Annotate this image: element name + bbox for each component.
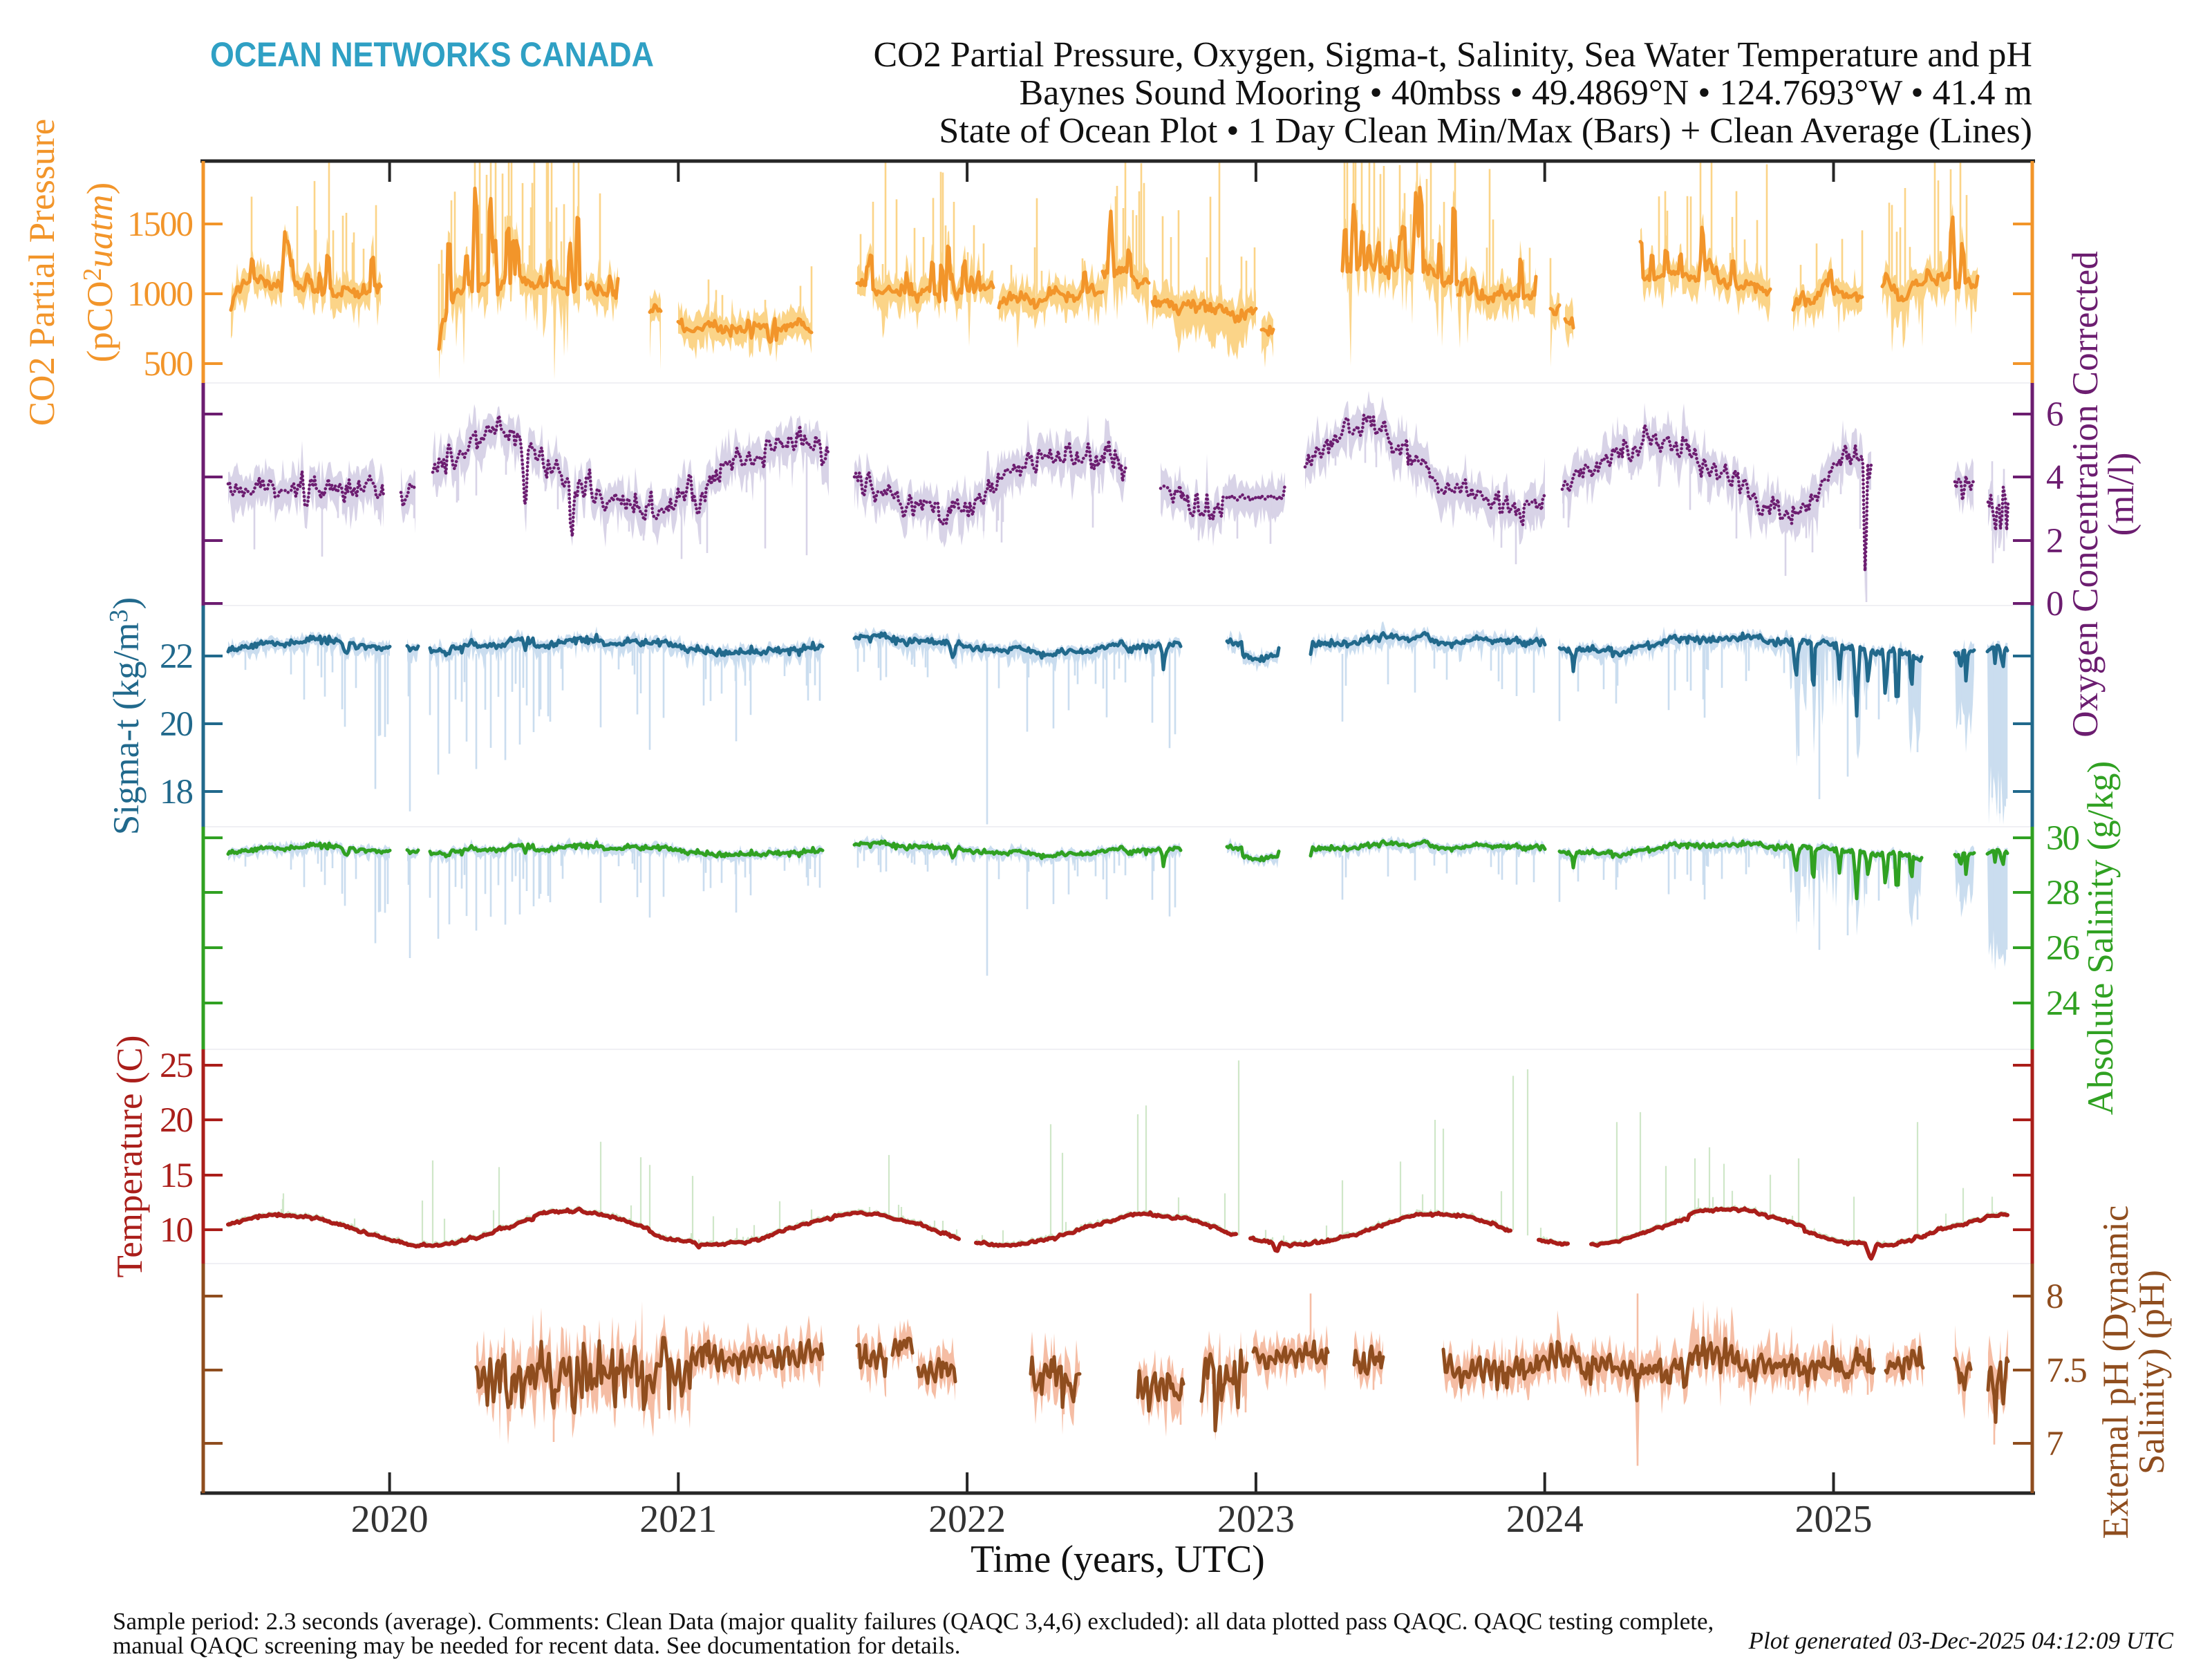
svg-text:7: 7: [2046, 1425, 2063, 1463]
svg-text:6: 6: [2046, 395, 2063, 434]
svg-text:2020: 2020: [351, 1498, 429, 1541]
svg-text:OCEAN NETWORKS CANADA: OCEAN NETWORKS CANADA: [210, 35, 654, 74]
svg-text:CO2 Partial Pressure, Oxygen,: CO2 Partial Pressure, Oxygen, Sigma-t, S…: [873, 35, 2032, 75]
svg-text:CO2 Partial Pressure: CO2 Partial Pressure: [22, 119, 62, 427]
svg-text:20: 20: [160, 1101, 193, 1140]
svg-text:(pCO2uatm): (pCO2uatm): [78, 182, 120, 362]
svg-text:State of Ocean Plot • 1 Day Cl: State of Ocean Plot • 1 Day Clean Min/Ma…: [939, 111, 2032, 151]
svg-text:manual QAQC screening may be n: manual QAQC screening may be needed for …: [113, 1632, 961, 1659]
svg-text:Baynes Sound Mooring • 40mbss: Baynes Sound Mooring • 40mbss • 49.4869°…: [1020, 73, 2032, 113]
svg-text:26: 26: [2046, 929, 2079, 968]
svg-text:2025: 2025: [1795, 1498, 1873, 1541]
svg-text:0: 0: [2046, 585, 2063, 624]
svg-text:28: 28: [2046, 874, 2079, 912]
svg-text:15: 15: [160, 1156, 193, 1195]
svg-text:2: 2: [2046, 522, 2063, 561]
svg-text:7.5: 7.5: [2046, 1351, 2086, 1390]
svg-text:2023: 2023: [1217, 1498, 1295, 1541]
svg-text:1000: 1000: [127, 275, 193, 314]
svg-text:4: 4: [2046, 458, 2063, 497]
svg-text:25: 25: [160, 1047, 193, 1085]
svg-text:20: 20: [160, 705, 193, 744]
svg-text:External pH (Dynamic: External pH (Dynamic: [2096, 1206, 2136, 1539]
svg-text:Sigma-t (kg/m3): Sigma-t (kg/m3): [104, 597, 147, 835]
svg-text:Plot generated 03-Dec-2025 04:: Plot generated 03-Dec-2025 04:12:09 UTC: [1748, 1627, 2174, 1654]
svg-text:1500: 1500: [127, 205, 193, 244]
svg-text:8: 8: [2046, 1277, 2063, 1316]
svg-text:2021: 2021: [639, 1498, 717, 1541]
svg-text:500: 500: [144, 345, 193, 384]
svg-text:(ml/l): (ml/l): [2101, 453, 2141, 536]
svg-text:Time (years, UTC): Time (years, UTC): [971, 1538, 1265, 1581]
svg-text:Temperature (C): Temperature (C): [110, 1035, 150, 1278]
svg-text:30: 30: [2046, 819, 2079, 858]
svg-text:2022: 2022: [928, 1498, 1006, 1541]
svg-text:Oxygen Concentration Corrected: Oxygen Concentration Corrected: [2065, 251, 2106, 738]
svg-text:10: 10: [160, 1211, 193, 1250]
svg-text:Sample period: 2.3 seconds (av: Sample period: 2.3 seconds (average). Co…: [113, 1608, 1714, 1635]
svg-text:2024: 2024: [1506, 1498, 1584, 1541]
svg-text:24: 24: [2046, 984, 2080, 1023]
svg-text:22: 22: [160, 637, 192, 676]
svg-text:18: 18: [160, 773, 193, 812]
svg-text:Absolute Salinity (g/kg): Absolute Salinity (g/kg): [2081, 761, 2121, 1115]
svg-text:Salinity) (pH): Salinity) (pH): [2132, 1270, 2172, 1474]
